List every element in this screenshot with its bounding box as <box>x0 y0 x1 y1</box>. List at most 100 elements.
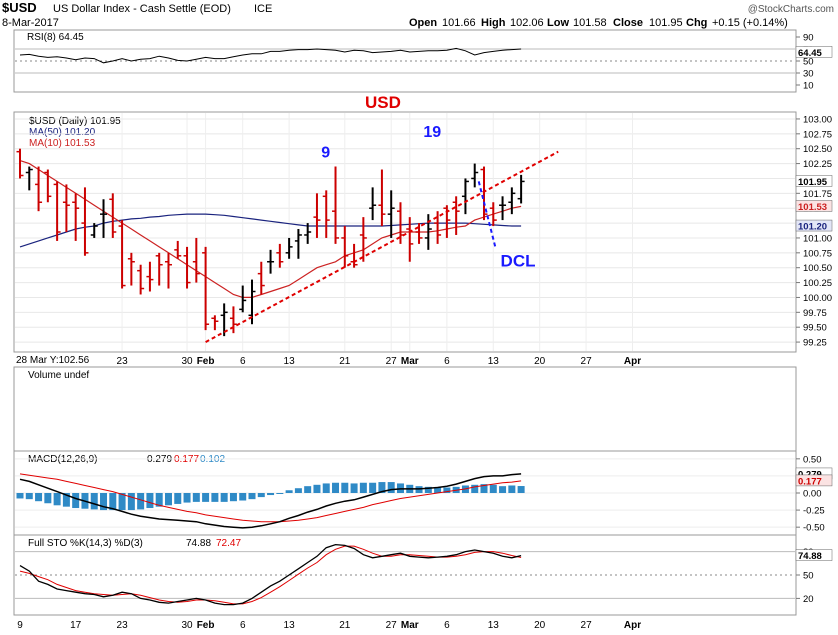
ohlc-bar <box>174 240 182 259</box>
price-x-tick: 20 <box>534 356 546 367</box>
macd-histogram-bar <box>239 493 247 501</box>
macd-histogram-bar <box>62 493 70 507</box>
price-tick-label: 101.75 <box>803 189 832 200</box>
rsi-plot: 907050301064.45 <box>15 33 833 92</box>
bottom-x-tick: 17 <box>70 620 82 631</box>
price-ma10-label: 101.53 <box>798 202 827 213</box>
ohlc-bar <box>313 193 321 238</box>
bottom-x-tick: 21 <box>339 620 351 631</box>
macd-histogram-bar <box>127 493 135 511</box>
rsi-last-label-box <box>795 46 833 58</box>
ohlc-bar <box>285 237 293 259</box>
price-x-tick: 13 <box>488 356 500 367</box>
macd-signal-last-label-box <box>795 474 833 487</box>
rsi-tick-label: 10 <box>803 81 814 92</box>
bottom-x-tick: 6 <box>444 620 450 631</box>
ohlc-bar <box>480 166 488 221</box>
ohlc-bar <box>118 220 126 289</box>
rsi-tick-label: 90 <box>803 33 814 44</box>
price-plot: 103.00102.75102.50102.25102.00101.75101.… <box>15 113 833 367</box>
macd-histogram-bar <box>369 482 377 493</box>
price-x-tick: 6 <box>240 356 246 367</box>
macd-histogram-bar <box>174 493 182 504</box>
sto-last-label: 74.88 <box>798 551 822 562</box>
macd-histogram-bar <box>16 493 24 499</box>
low-label: Low <box>547 17 569 29</box>
sto-k-value: 74.88 <box>186 538 211 549</box>
ohlc-bar <box>452 196 460 235</box>
macd-histogram-bar <box>155 493 163 507</box>
sto-d-value: 72.47 <box>216 538 241 549</box>
macd-histogram-bar <box>53 493 61 506</box>
ohlc-bar <box>164 252 172 289</box>
sto-k-line <box>19 543 522 606</box>
price-tick-label: 103.00 <box>803 114 832 125</box>
bottom-x-tick: 27 <box>386 620 398 631</box>
macd-histogram-bar <box>202 493 210 502</box>
sto-tick-label: 20 <box>803 594 814 605</box>
price-tick-label: 100.75 <box>803 248 832 259</box>
ohlc-bar <box>146 261 154 292</box>
macd-histogram-bar <box>118 493 126 511</box>
ohlc-bar <box>378 169 386 227</box>
price-x-tick: 27 <box>581 356 593 367</box>
macd-histogram-bar <box>424 486 432 493</box>
macd-histogram-bar <box>267 493 275 496</box>
macd-histogram-bar <box>211 493 219 502</box>
ohlc-bar <box>406 217 414 262</box>
ohlc-bar <box>192 237 200 283</box>
annotation-dcl: DCL <box>501 252 536 271</box>
legend-price: $USD (Daily) 101.95 <box>29 116 121 127</box>
macd-histogram-bar <box>350 483 358 493</box>
support-trendline <box>205 150 559 343</box>
macd-histogram-bar <box>480 484 488 493</box>
close-value: 101.95 <box>649 17 683 29</box>
ohlc-bar <box>369 187 377 221</box>
macd-histogram-bar <box>72 493 80 509</box>
macd-histogram-bar <box>508 485 516 493</box>
ohlc-bar <box>100 199 108 238</box>
ohlc-bar <box>16 148 24 179</box>
macd-signal-value: 0.177 <box>174 454 199 465</box>
price-x-tick: Apr <box>624 356 641 367</box>
symbol: $USD <box>2 0 37 15</box>
annotation-19: 19 <box>423 124 441 141</box>
bottom-x-tick: Mar <box>401 620 419 631</box>
bottom-x-tick: 9 <box>17 620 23 631</box>
price-x-tick: Feb <box>197 356 215 367</box>
volume-panel <box>13 366 797 452</box>
legend-ma10: MA(10) 101.53 <box>29 138 96 149</box>
sto-title: Full STO %K(14,3) %D(3) <box>28 538 143 549</box>
macd-hist-value: 0.102 <box>200 454 225 465</box>
watermark: @StockCharts.com <box>748 4 834 15</box>
ohlc-bar <box>434 211 442 244</box>
macd-tick-label: 0.50 <box>803 454 822 465</box>
ohlc-bar <box>517 174 525 204</box>
macd-histogram-bar <box>25 493 33 500</box>
ohlc-bar <box>257 261 265 295</box>
price-ma10-label-box <box>795 200 833 212</box>
rsi-line <box>19 47 522 64</box>
macd-histogram-bar <box>35 493 43 502</box>
price-ma50-label: 101.20 <box>798 222 827 233</box>
macd-histogram-bar <box>229 493 237 502</box>
close-label: Close <box>613 17 643 29</box>
sto-legend: Full STO %K(14,3) %D(3) 74.88 72.47 <box>28 538 241 549</box>
price-x-tick: 21 <box>339 356 351 367</box>
ohlc-bar <box>127 252 135 286</box>
macd-title: MACD(12,26,9) <box>28 454 97 465</box>
ohlc-bar <box>239 285 247 313</box>
ohlc-bar <box>109 193 117 238</box>
bottom-x-tick: 13 <box>488 620 500 631</box>
macd-histogram-bar <box>192 493 200 502</box>
macd-signal-last-label: 0.177 <box>798 476 822 487</box>
ohlc-bar <box>443 205 451 238</box>
bottom-x-tick: 13 <box>284 620 296 631</box>
date-marker: 28 Mar Y:102.56 <box>16 355 90 366</box>
macd-histogram-bar <box>471 484 479 493</box>
ohlc-bar <box>322 190 330 238</box>
price-tick-label: 101.00 <box>803 233 832 244</box>
macd-histogram-bar <box>285 490 293 493</box>
macd-histogram-bar <box>90 493 98 510</box>
